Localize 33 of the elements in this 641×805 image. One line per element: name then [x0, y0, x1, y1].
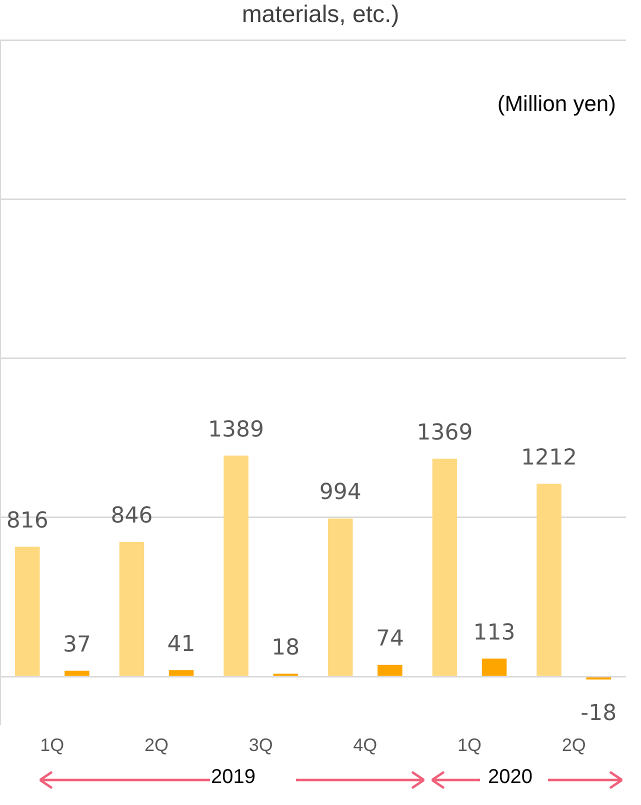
- data-label: 1389: [208, 417, 264, 442]
- x-tick-label: 1Q: [40, 735, 64, 756]
- data-label: 37: [62, 632, 91, 658]
- chart-title: materials, etc.): [240, 0, 400, 30]
- text: 2019: [211, 766, 256, 789]
- x-tick-label: 4Q: [353, 735, 378, 756]
- bar: [482, 658, 507, 676]
- annotation: (Million yen): [497, 91, 616, 116]
- data-label: 846: [110, 504, 153, 529]
- x-tick-label: 1Q: [457, 735, 482, 756]
- text: 2020: [488, 766, 532, 789]
- bar: [328, 518, 353, 676]
- bar: [536, 484, 562, 676]
- bar: [224, 456, 248, 676]
- bar: [586, 677, 611, 680]
- bar: [168, 670, 194, 676]
- data-label: 816: [6, 508, 48, 534]
- bar: [64, 670, 90, 676]
- data-label: 113: [473, 620, 516, 646]
- data-label: 1212: [521, 445, 578, 470]
- data-label: 41: [167, 632, 196, 657]
- bar: [432, 458, 458, 676]
- data-label: 1369: [416, 420, 473, 446]
- data-label: -18: [580, 701, 617, 726]
- bar: [119, 542, 144, 676]
- data-label: 18: [272, 636, 300, 661]
- data-label: 74: [376, 626, 404, 652]
- bar: [15, 546, 40, 676]
- x-tick-label: 3Q: [248, 735, 273, 756]
- x-tick-label: 2Q: [144, 735, 169, 756]
- bar: [378, 664, 402, 676]
- x-tick-label: 2Q: [562, 735, 586, 756]
- data-label: 994: [319, 480, 362, 506]
